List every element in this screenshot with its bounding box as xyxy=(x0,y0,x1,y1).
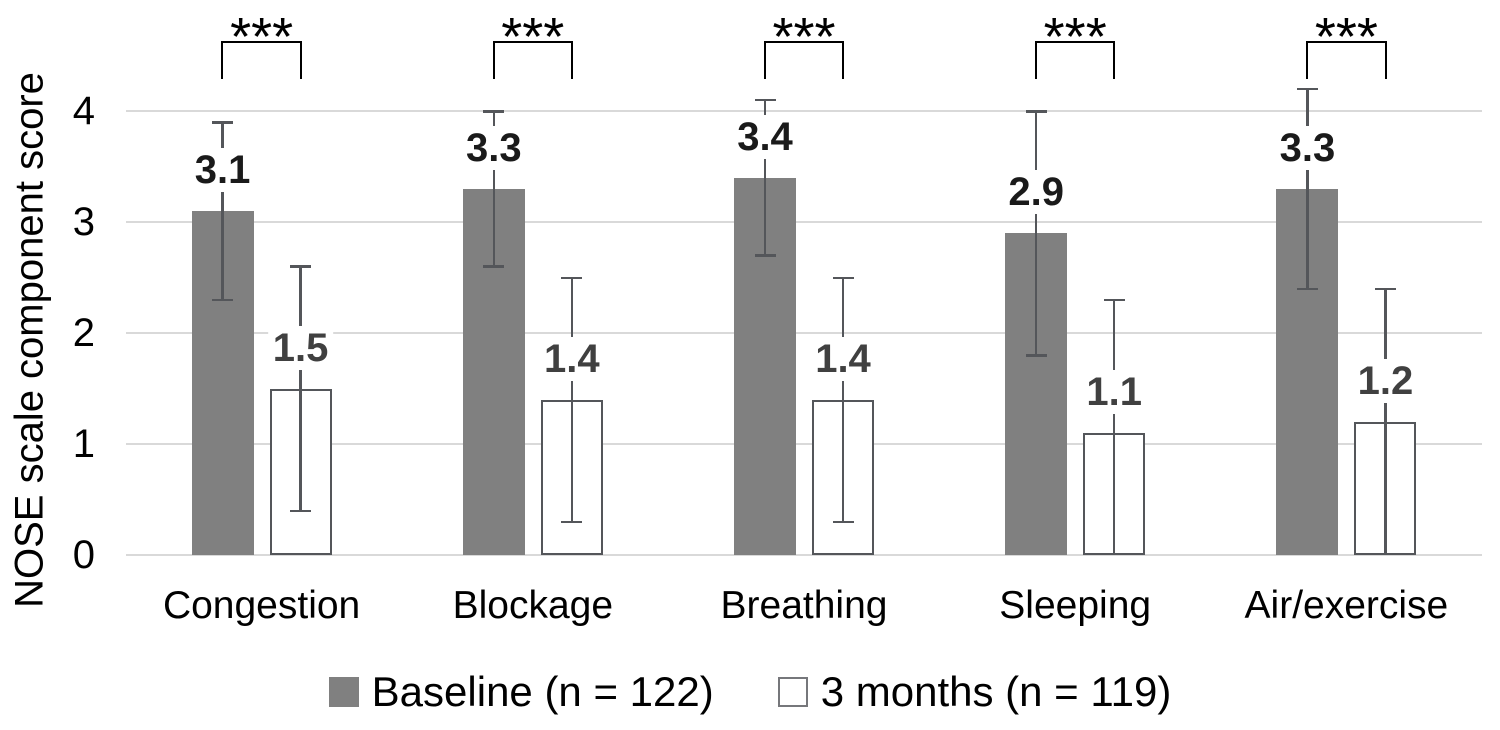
error-bar-3-months-congestion-cap-bottom xyxy=(290,509,312,513)
error-bar-baseline-congestion-cap-top xyxy=(212,121,234,124)
error-bar-baseline-blockage-cap-top xyxy=(483,110,505,113)
error-bar-baseline-breathing-cap-bottom xyxy=(754,254,776,257)
error-bar-3-months-air-exercise-line xyxy=(1384,288,1387,555)
gridline-3 xyxy=(126,221,1482,223)
data-label-baseline-congestion: 3.1 xyxy=(189,147,256,192)
y-tick-label-2: 2 xyxy=(72,311,95,355)
data-label-baseline-breathing: 3.4 xyxy=(732,114,798,159)
significance-bracket-air-exercise xyxy=(1306,41,1387,79)
legend: Baseline (n = 122) 3 months (n = 119) xyxy=(0,668,1500,716)
significance-stars-sleeping: *** xyxy=(1043,7,1107,67)
data-label-3-months-blockage: 1.4 xyxy=(538,336,605,381)
legend-label-baseline: Baseline (n = 122) xyxy=(371,668,714,715)
error-bar-3-months-congestion-cap-top xyxy=(290,265,312,268)
error-bar-baseline-congestion-line xyxy=(221,122,224,300)
data-label-3-months-air-exercise: 1.2 xyxy=(1352,358,1419,403)
x-axis-label-air-exercise: Air/exercise xyxy=(1244,584,1449,627)
legend-item-3-months: 3 months (n = 119) xyxy=(777,668,1172,716)
error-bar-baseline-sleeping-cap-bottom xyxy=(1025,354,1047,357)
significance-stars-blockage: *** xyxy=(501,7,565,67)
legend-item-baseline: Baseline (n = 122) xyxy=(328,668,714,716)
significance-bracket-congestion xyxy=(221,41,302,79)
error-bar-baseline-sleeping-cap-top xyxy=(1025,110,1047,113)
error-bar-baseline-breathing-line xyxy=(763,99,767,256)
error-bar-baseline-air-exercise-cap-top xyxy=(1296,87,1318,91)
data-label-baseline-air-exercise: 3.3 xyxy=(1274,125,1341,170)
error-bar-baseline-congestion-cap-bottom xyxy=(212,298,234,302)
error-bar-baseline-breathing-cap-top xyxy=(754,98,776,102)
data-label-baseline-sleeping: 2.9 xyxy=(1003,170,1069,215)
data-label-baseline-blockage: 3.3 xyxy=(460,125,527,170)
data-label-3-months-breathing: 1.4 xyxy=(810,336,876,381)
significance-bracket-sleeping xyxy=(1034,41,1116,79)
error-bar-3-months-sleeping-line xyxy=(1112,299,1116,555)
significance-bracket-breathing xyxy=(763,41,845,79)
data-label-3-months-sleeping: 1.1 xyxy=(1081,369,1147,414)
data-label-3-months-congestion: 1.5 xyxy=(267,325,334,370)
y-tick-label-0: 0 xyxy=(72,533,95,577)
legend-label-3-months: 3 months (n = 119) xyxy=(820,668,1172,715)
error-bar-3-months-breathing-cap-bottom xyxy=(832,520,854,524)
significance-stars-breathing: *** xyxy=(772,7,836,67)
gridline-2 xyxy=(126,332,1482,334)
error-bar-baseline-sleeping-line xyxy=(1034,111,1038,356)
error-bar-3-months-blockage-cap-top xyxy=(561,276,583,279)
y-tick-label-4: 4 xyxy=(72,89,95,133)
error-bar-3-months-congestion-line xyxy=(299,266,302,511)
error-bar-3-months-breathing-cap-top xyxy=(832,276,854,279)
error-bar-3-months-breathing-line xyxy=(841,277,845,522)
x-axis-label-sleeping: Sleeping xyxy=(999,584,1152,627)
error-bar-baseline-blockage-cap-bottom xyxy=(483,265,505,268)
y-tick-label-1: 1 xyxy=(72,422,95,466)
error-bar-baseline-air-exercise-cap-bottom xyxy=(1296,287,1318,291)
error-bar-3-months-blockage-line xyxy=(570,277,574,522)
gridline-1 xyxy=(126,443,1482,445)
error-bar-baseline-blockage-line xyxy=(492,111,496,267)
gridline-0 xyxy=(126,554,1482,556)
significance-stars-congestion: *** xyxy=(230,7,294,67)
significance-stars-air-exercise: *** xyxy=(1314,7,1378,67)
legend-swatch-baseline xyxy=(328,677,359,707)
error-bar-baseline-air-exercise-line xyxy=(1306,88,1309,289)
x-axis-label-blockage: Blockage xyxy=(452,584,614,627)
error-bar-3-months-sleeping-cap-top xyxy=(1103,298,1125,302)
x-axis-label-breathing: Breathing xyxy=(720,584,888,627)
error-bar-3-months-air-exercise-cap-top xyxy=(1374,287,1396,291)
error-bar-3-months-blockage-cap-bottom xyxy=(561,520,583,524)
significance-bracket-blockage xyxy=(492,41,574,79)
y-tick-label-3: 3 xyxy=(72,200,95,244)
legend-swatch-3-months xyxy=(777,677,808,707)
x-axis-label-congestion: Congestion xyxy=(162,584,361,627)
gridline-4 xyxy=(126,110,1482,112)
